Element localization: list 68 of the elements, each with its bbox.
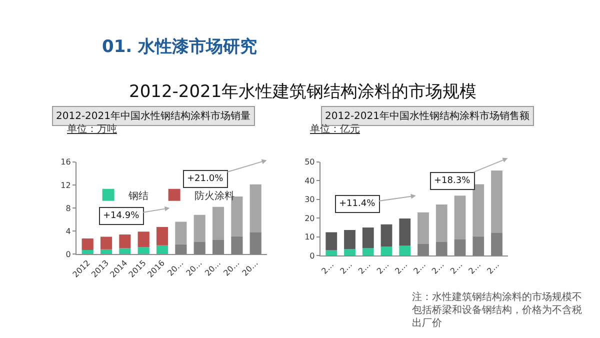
bar: [362, 248, 374, 256]
y-tick-label: 8: [66, 204, 71, 213]
bar: [119, 234, 131, 248]
bar: [156, 245, 168, 254]
text: 2012-2021年水性建筑钢结构涂料的市场规模: [129, 82, 477, 102]
x-tick-label: 2…: [412, 260, 428, 276]
bar: [82, 250, 94, 254]
y-tick-label: 20: [304, 214, 315, 223]
annotation: +18.3%: [434, 176, 471, 186]
y-tick-label: 30: [304, 195, 315, 204]
legend-label: 钢结: [127, 190, 148, 202]
bar: [156, 226, 168, 246]
x-tick-label: 2…: [356, 260, 372, 276]
x-tick-label: 2…: [485, 260, 501, 276]
text: 01. 水性漆市场研究: [102, 37, 258, 57]
bar: [399, 246, 411, 256]
chart-subtitle: 单位：万吨: [67, 123, 117, 135]
bar: [194, 214, 206, 242]
x-tick-label: 2…: [338, 260, 354, 276]
bar: [362, 228, 374, 248]
x-tick-label: 20…: [184, 258, 204, 278]
x-tick-label: 2…: [448, 260, 464, 276]
y-tick-label: 40: [304, 176, 315, 186]
annotation: +14.9%: [103, 211, 140, 221]
x-tick-label: 2…: [393, 260, 410, 276]
bar: [212, 206, 224, 240]
bar: [454, 196, 466, 240]
bar: [326, 232, 338, 250]
chart-title: 2012-2021年中国水性钢结构涂料市场销售额: [325, 110, 530, 122]
y-tick-label: 12: [60, 180, 71, 190]
bar: [380, 246, 392, 256]
chart-subtitle: 单位：亿元: [310, 123, 360, 135]
bar: [326, 250, 338, 256]
x-tick-label: 2…: [375, 260, 391, 276]
x-tick-label: 20…: [203, 258, 223, 278]
x-tick-label: 2…: [430, 260, 446, 276]
y-tick-label: 50: [304, 158, 315, 167]
bar: [138, 232, 150, 248]
bar: [119, 248, 131, 254]
y-tick-label: 16: [60, 158, 71, 167]
x-tick-label: 20…: [240, 258, 260, 278]
chart-title: 2012-2021年中国水性钢结构涂料市场销量: [56, 110, 251, 122]
y-tick-label: 0: [66, 250, 71, 259]
legend-label: 防火涂料: [194, 190, 234, 202]
y-tick-label: 0: [310, 251, 315, 260]
y-tick-label: 10: [304, 232, 315, 242]
bar: [250, 184, 262, 232]
bar: [138, 247, 150, 254]
x-tick-label: 2…: [320, 260, 336, 276]
bar: [100, 236, 112, 250]
x-tick-label: 20…: [166, 258, 186, 278]
y-tick-label: 4: [66, 226, 71, 236]
bar: [491, 170, 502, 233]
bar: [82, 238, 94, 250]
text: 注：水性建筑钢结构涂料的市场规模不包括桥梁和设备钢结构，价格为不含税出厂价: [412, 291, 582, 329]
annotation: +21.0%: [187, 174, 224, 184]
x-tick-label: 20…: [222, 258, 242, 278]
bar: [436, 204, 448, 242]
bar: [175, 222, 187, 244]
bar: [344, 249, 356, 256]
annotation: +11.4%: [339, 199, 376, 209]
bar: [399, 218, 411, 246]
bar: [344, 230, 356, 250]
bar: [418, 212, 429, 244]
bar: [100, 249, 112, 254]
bar: [380, 224, 392, 247]
x-tick-label: 2…: [466, 260, 483, 276]
bar: [472, 184, 484, 236]
